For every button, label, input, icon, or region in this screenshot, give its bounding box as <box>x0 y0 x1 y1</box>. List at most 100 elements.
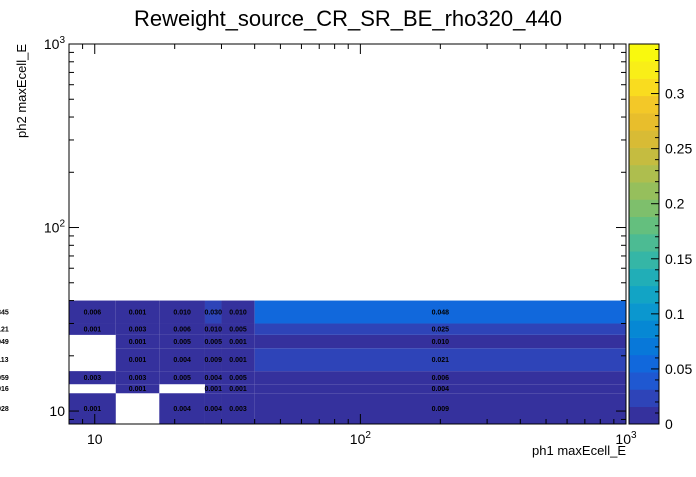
cell-value-label: 0.005 <box>229 327 247 334</box>
cell-value-label: 0.004 <box>173 357 191 364</box>
cell-value-label: 0.001 <box>129 386 147 393</box>
heatmap-cell <box>115 323 160 335</box>
colorbar-segment <box>629 199 659 218</box>
cell-value-label: 0.010 <box>432 339 450 346</box>
colorbar-segment <box>629 182 659 200</box>
colorbar-segment <box>629 147 659 166</box>
colorbar-segment <box>629 44 659 62</box>
cell-value-label: 0.009 <box>204 357 222 364</box>
cell-value-label: 0.030 <box>204 310 222 317</box>
heatmap-cell <box>69 393 116 424</box>
heatmap-cell <box>115 371 160 385</box>
colorbar-tick-label: 0.05 <box>665 361 692 377</box>
heatmap-cell <box>115 334 160 349</box>
cell-value-label: 0.006 <box>84 310 102 317</box>
cell-value-label: 0.004 <box>204 406 222 413</box>
cell-value-label: 0.010 <box>229 310 247 317</box>
colorbar-tick-label: 0.3 <box>665 86 685 102</box>
cell-value-label: 0.004 <box>204 375 222 382</box>
colorbar-tick-label: 0 <box>665 416 673 432</box>
heatmap-cell <box>221 371 255 385</box>
heatmap-cell <box>254 323 626 335</box>
colorbar-tick-label: 0.25 <box>665 141 692 157</box>
colorbar-frame <box>628 43 660 425</box>
chart-title: Reweight_source_CR_SR_BE_rho320_440 <box>134 6 562 31</box>
heatmap-cell <box>254 334 626 349</box>
colorbar-segment <box>629 251 659 269</box>
y-tick-label: 10 <box>49 403 65 419</box>
heatmap-cell <box>204 371 222 385</box>
heatmap-cell <box>115 384 160 394</box>
colorbar-tick-label: 0.1 <box>665 306 685 322</box>
cell-value-label: 0.003 <box>129 327 147 334</box>
cell-value-label: 0.345 <box>0 310 9 317</box>
cell-value-label: 0.016 <box>0 386 9 393</box>
cell-value-label: 0.004 <box>173 406 191 413</box>
plot-frame <box>68 43 627 425</box>
colorbar-segment <box>629 95 659 114</box>
colorbar-segment <box>629 389 659 408</box>
cell-value-label: 0.028 <box>0 406 9 413</box>
cell-value-label: 0.113 <box>0 357 9 364</box>
cell-value-label: 0.001 <box>129 339 147 346</box>
colorbar-segment <box>629 234 659 252</box>
heatmap-cell <box>254 393 626 424</box>
heatmap-cell <box>221 393 255 424</box>
heatmap-cells <box>69 300 626 424</box>
colorbar-segment <box>629 113 659 131</box>
heatmap-cell <box>159 334 205 349</box>
cell-value-label: 0.005 <box>229 375 247 382</box>
colorbar-segment <box>629 372 659 390</box>
cell-value-label: 0.005 <box>173 375 191 382</box>
x-tick-label: 10 <box>87 431 103 447</box>
cell-value-label: 0.001 <box>84 327 102 334</box>
cell-value-label: 0.006 <box>432 375 450 382</box>
cell-labels: 0.001 0.004 0.004 0.003 0.009 0.028 0.001 0.001… <box>0 310 449 414</box>
heatmap-cell <box>254 300 626 324</box>
cell-value-label: 0.006 <box>173 327 191 334</box>
colorbar-segment <box>629 337 659 356</box>
heatmap-cell <box>254 348 626 372</box>
heatmap-cell <box>221 323 255 335</box>
cell-value-label: 0.001 <box>229 386 247 393</box>
cell-value-label: 0.003 <box>229 406 247 413</box>
cell-value-label: 0.049 <box>0 339 9 346</box>
heatmap-cell <box>204 334 222 349</box>
heatmap-cell <box>69 371 116 385</box>
cell-value-label: 0.010 <box>204 327 222 334</box>
colorbar-segment <box>629 216 659 235</box>
colorbar-segment <box>629 303 659 321</box>
heatmap-cell <box>204 393 222 424</box>
heatmap-cell <box>254 384 626 394</box>
colorbar-tick-label: 0.15 <box>665 251 692 267</box>
heatmap-cell <box>115 348 160 372</box>
heatmap-cell <box>69 323 116 335</box>
cell-value-label: 0.003 <box>84 375 102 382</box>
cell-value-label: 0.005 <box>173 339 191 346</box>
cell-value-label: 0.059 <box>0 375 9 382</box>
heatmap-cell <box>221 300 255 324</box>
heatmap-cell <box>69 300 116 324</box>
colorbar-segment <box>629 164 659 183</box>
cell-value-label: 0.048 <box>432 310 450 317</box>
heatmap-cell <box>204 300 222 324</box>
cell-value-label: 0.001 <box>229 339 247 346</box>
colorbar-segment <box>629 354 659 373</box>
cell-value-label: 0.025 <box>432 327 450 334</box>
cell-value-label: 0.021 <box>432 357 450 364</box>
y-axis-label: ph2 maxEcell_E <box>14 44 29 138</box>
colorbar-segment <box>629 61 659 79</box>
colorbar-tick-label: 0.2 <box>665 196 685 212</box>
cell-value-label: 0.005 <box>204 339 222 346</box>
heatmap-cell <box>159 371 205 385</box>
cell-value-label: 0.001 <box>129 310 147 317</box>
heatmap-cell <box>221 348 255 372</box>
heatmap-cell <box>204 348 222 372</box>
cell-value-label: 0.003 <box>129 375 147 382</box>
cell-value-label: 0.004 <box>432 386 450 393</box>
colorbar-segment <box>629 78 659 97</box>
colorbar: 0 0.05 0.1 0.15 0.2 0.25 0.3 <box>628 43 692 432</box>
heatmap-cell <box>159 300 205 324</box>
